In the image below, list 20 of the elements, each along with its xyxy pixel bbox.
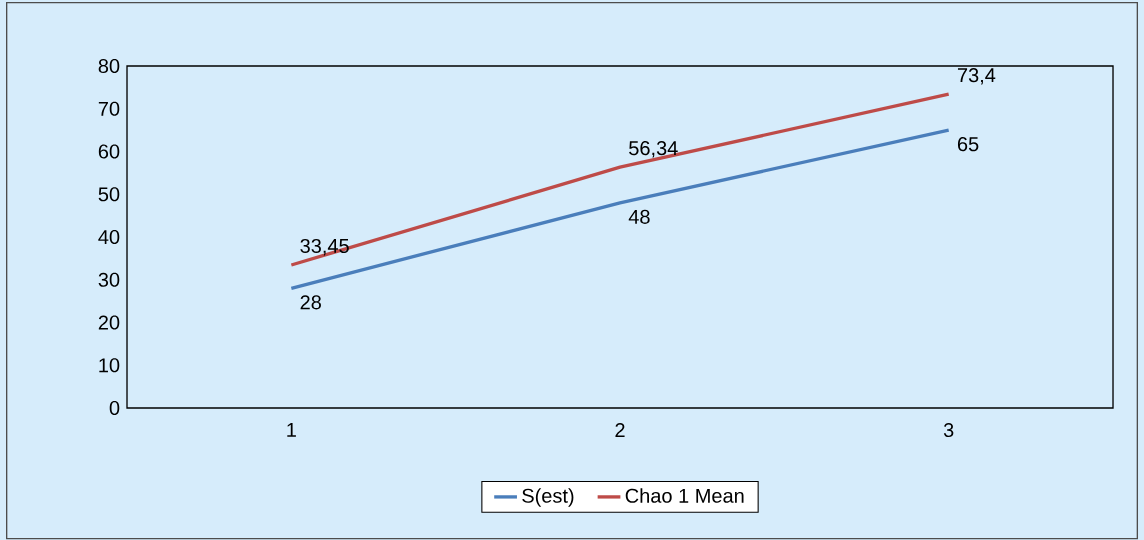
data-label: 56,34 xyxy=(629,141,678,158)
data-label: 33,45 xyxy=(300,238,349,256)
data-label: 73,4 xyxy=(957,68,996,85)
y-tick-label: 40 xyxy=(98,229,120,245)
y-tick-label: 80 xyxy=(98,58,120,74)
x-tick-label: 1 xyxy=(287,422,296,437)
data-label: 48 xyxy=(628,209,650,224)
x-tick-label: 3 xyxy=(943,422,954,438)
y-tick-label: 10 xyxy=(99,358,120,373)
x-tick-label: 2 xyxy=(615,422,625,437)
y-tick-label: 30 xyxy=(98,272,120,287)
legend-label: S(est) xyxy=(522,488,574,507)
y-tick-label: 0 xyxy=(109,400,120,416)
y-tick-label: 70 xyxy=(98,101,120,116)
legend-label: Chao 1 Mean xyxy=(625,488,744,503)
y-tick-label: 20 xyxy=(98,315,120,330)
y-tick-label: 60 xyxy=(98,144,120,159)
data-label: 65 xyxy=(957,137,979,152)
data-label: 28 xyxy=(300,295,321,310)
y-tick-label: 50 xyxy=(98,187,120,202)
